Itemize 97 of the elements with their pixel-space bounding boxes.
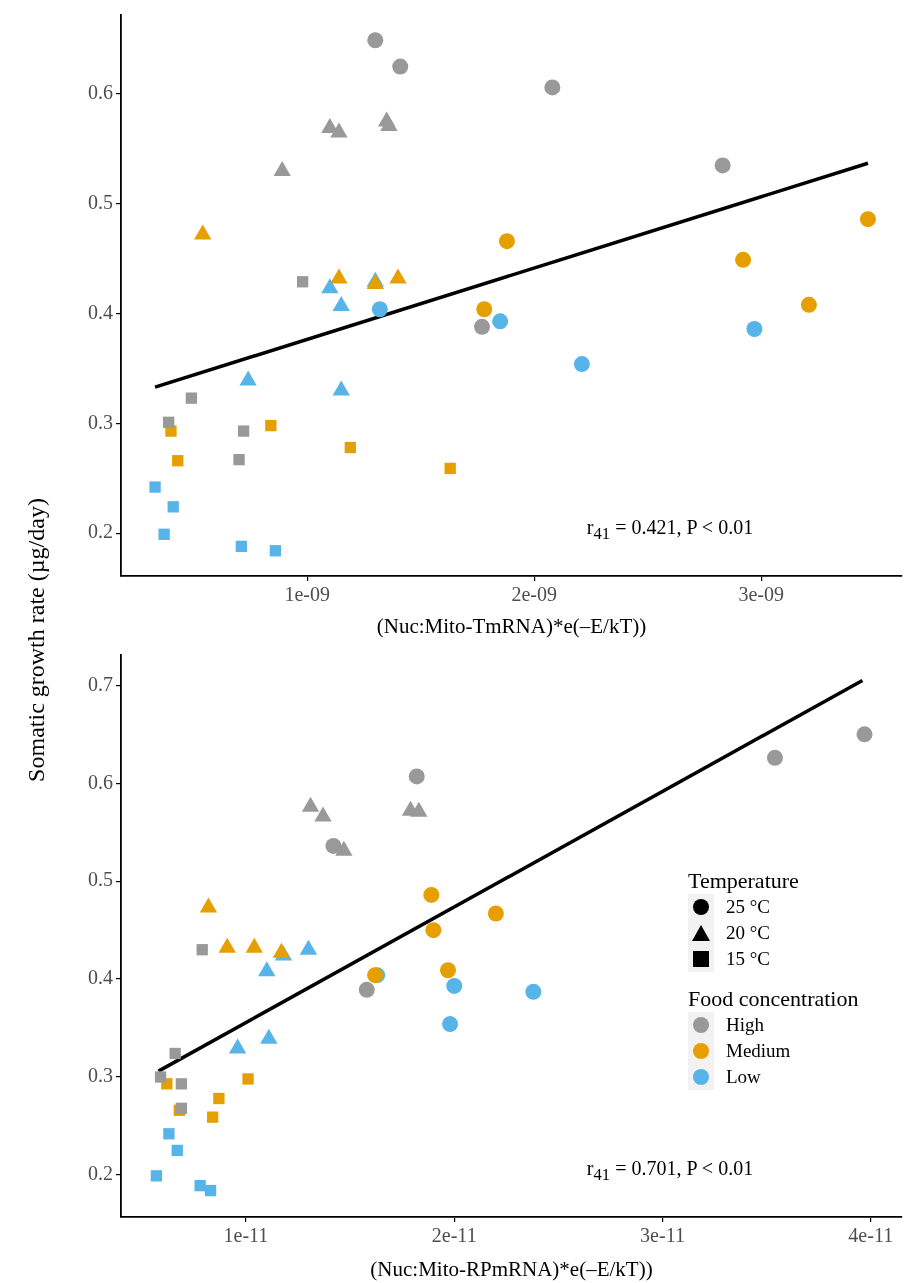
point (154, 1071, 167, 1083)
y-tick-label: 0.5 (88, 191, 113, 214)
legend-label: 25 °C (726, 896, 771, 918)
point (321, 278, 339, 294)
point (301, 796, 320, 812)
x-tick-label: 3e-09 (738, 583, 785, 606)
x-tick-label: 3e-11 (640, 1224, 685, 1247)
y-tick-label: 0.2 (88, 520, 113, 543)
point (158, 528, 170, 540)
point (425, 922, 442, 939)
point (235, 540, 247, 553)
y-tick-label: 0.4 (88, 300, 113, 323)
point (299, 939, 318, 955)
y-tick-label: 0.3 (88, 1064, 113, 1087)
point (444, 462, 456, 475)
y-tick-label: 0.5 (88, 868, 113, 891)
legend-label: High (726, 1014, 764, 1036)
point (213, 1092, 225, 1105)
point (735, 251, 752, 268)
point (525, 983, 542, 1000)
point (314, 806, 332, 822)
point (199, 897, 218, 913)
point (196, 944, 208, 956)
legend-label: 15 °C (726, 948, 771, 970)
y-axis-title: Somatic growth rate (µg/day) (22, 498, 50, 782)
point (237, 425, 250, 437)
y-tick-label: 0.7 (88, 672, 113, 695)
point (856, 726, 873, 743)
point (714, 157, 731, 174)
point (492, 313, 509, 330)
annotation: r$_{41}$ = 0.701, P < 0.01 (585, 1157, 755, 1185)
x-axis-title: (Nuc:Mito-RPmRNA)*e(–E/kT)) (370, 1256, 653, 1281)
point (330, 122, 348, 138)
point (163, 1128, 175, 1140)
point (859, 211, 876, 228)
point (423, 886, 440, 903)
x-tick-label: 1e-11 (223, 1224, 269, 1247)
legend-label: 20 °C (726, 922, 771, 944)
point (476, 301, 493, 318)
y-tick-label: 0.6 (88, 81, 113, 104)
x-tick-label: 2e-09 (511, 583, 557, 606)
point (380, 115, 398, 131)
point (169, 1047, 181, 1060)
point (150, 1170, 163, 1182)
point (242, 1073, 254, 1085)
point (573, 356, 590, 373)
x-axis-title: (Nuc:Mito-TmRNA)*e(–E/kT)) (376, 613, 647, 638)
point (439, 962, 456, 979)
point (442, 1016, 459, 1033)
point (194, 1180, 206, 1192)
point (233, 453, 245, 466)
y-tick-label: 0.6 (88, 770, 113, 793)
point (408, 768, 425, 785)
point (335, 840, 353, 856)
point (498, 233, 515, 250)
point (766, 749, 783, 766)
annotation: r$_{41}$ = 0.421, P < 0.01 (585, 516, 755, 544)
point (185, 392, 198, 404)
point (163, 416, 175, 428)
x-tick-label: 1e-09 (284, 583, 330, 606)
point (149, 481, 161, 493)
point (344, 441, 356, 454)
point (392, 58, 409, 75)
point (389, 268, 407, 284)
point (410, 801, 428, 817)
point (172, 455, 184, 467)
point (367, 32, 384, 49)
point (269, 545, 282, 557)
point (544, 79, 561, 96)
y-tick-label: 0.4 (88, 966, 113, 989)
point (175, 1078, 188, 1090)
legend-label: Medium (726, 1040, 791, 1062)
point (746, 320, 763, 337)
point (204, 1184, 217, 1197)
point (325, 837, 342, 854)
point (446, 977, 463, 994)
legend-title: Temperature (688, 868, 800, 894)
x-tick-label: 2e-11 (431, 1224, 477, 1247)
point (167, 501, 179, 513)
point (273, 160, 291, 176)
y-tick-label: 0.2 (88, 1162, 113, 1185)
point (487, 905, 504, 922)
point (194, 224, 212, 240)
point (800, 296, 817, 313)
point (265, 419, 277, 432)
point (296, 276, 309, 288)
point (171, 1144, 183, 1157)
point (330, 268, 348, 284)
x-tick-label: 4e-11 (848, 1224, 894, 1247)
annotation: Food concentration (688, 986, 860, 1012)
point (358, 981, 375, 998)
point (371, 301, 388, 318)
point (206, 1111, 219, 1123)
y-tick-label: 0.3 (88, 410, 113, 433)
point (473, 318, 490, 335)
point (258, 961, 276, 977)
legend-label: Low (726, 1066, 761, 1088)
